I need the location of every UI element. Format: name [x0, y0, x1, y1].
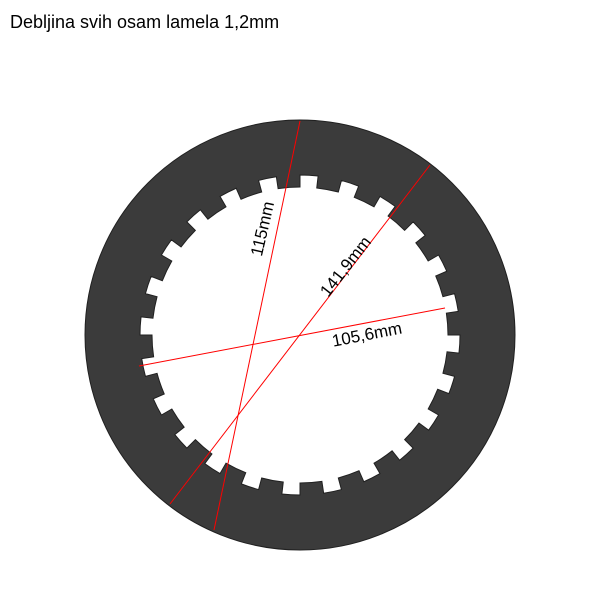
dimension-label: 105,6mm [330, 319, 403, 351]
dimension-label: 141,9mm [316, 233, 375, 301]
clutch-plate-diagram: 115mm141,9mm105,6mm [0, 0, 600, 600]
